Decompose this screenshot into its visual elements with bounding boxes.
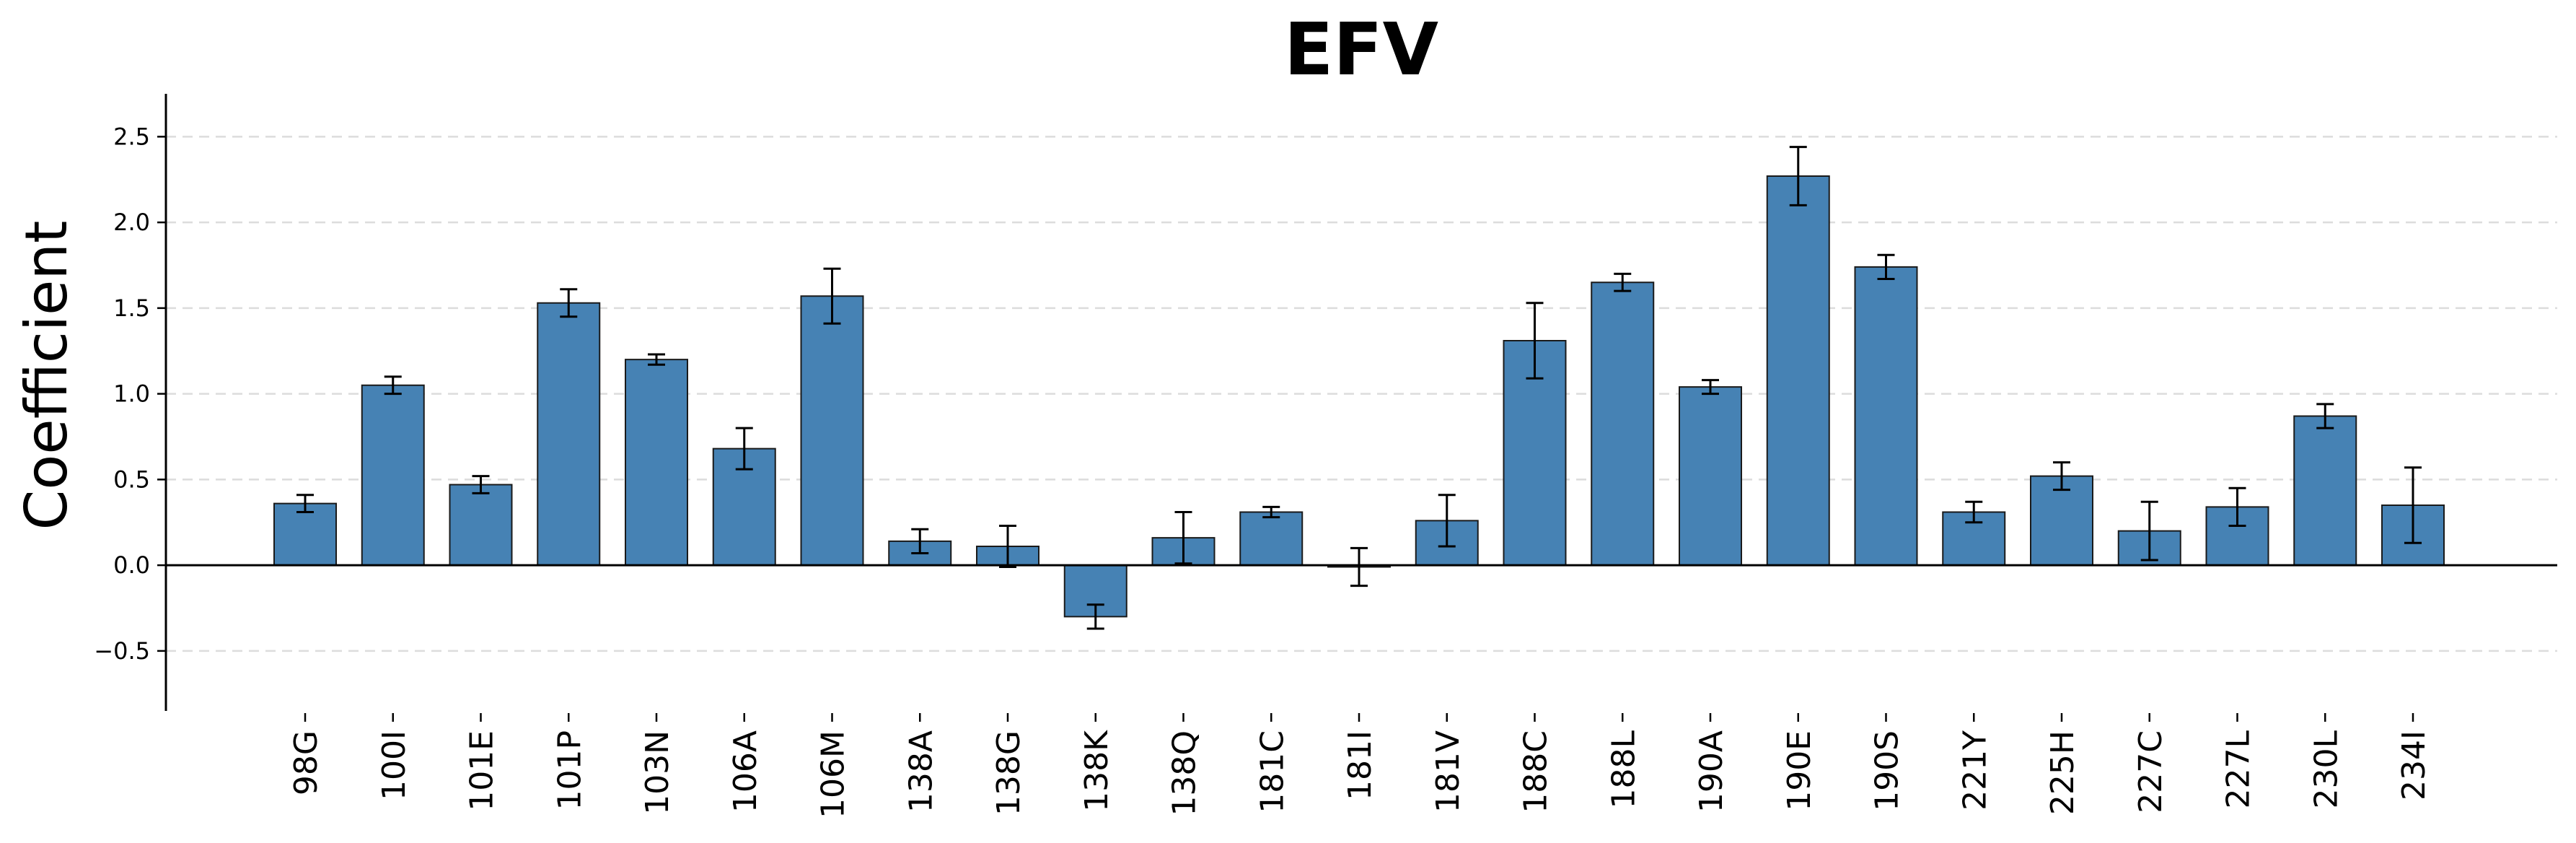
y-tick-label: 2.0 (113, 209, 150, 236)
bar (361, 384, 425, 567)
x-ticks: 98G 100I 101E 101P 103N 106A 106M 138A 138G 138K 1… (288, 713, 2432, 818)
x-tick-label: 101P (551, 730, 588, 811)
x-tick-label: 230L (2308, 730, 2344, 809)
bar (1591, 281, 1655, 567)
x-tick-label: 181C (1254, 730, 1291, 813)
bar (1239, 511, 1304, 567)
bar (2030, 475, 2093, 567)
bar (1679, 386, 1742, 567)
chart-title: EFV (1284, 7, 1438, 92)
x-tick-label: 221Y (1956, 730, 1993, 811)
bar (537, 302, 601, 567)
y-tick-label: 0.5 (113, 466, 150, 493)
x-tick-label: 188C (1518, 730, 1555, 813)
x-tick-label: 188L (1605, 730, 1642, 809)
y-tick-label: 1.0 (113, 380, 150, 408)
x-tick-label: 234I (2396, 730, 2432, 800)
x-tick-label: 106M (815, 730, 852, 818)
x-tick-label: 138K (1078, 730, 1115, 812)
y-tick-label: 2.5 (113, 123, 150, 150)
y-tick-label: 0.0 (113, 551, 150, 579)
x-tick-label: 103N (639, 730, 676, 815)
bar (1766, 175, 1830, 567)
x-tick-label: 190A (1693, 730, 1730, 813)
x-tick-label: 138Q (1166, 730, 1203, 816)
y-axis-label: Coefficient (13, 221, 80, 530)
x-tick-label: 181I (1342, 730, 1379, 800)
gridlines (166, 136, 2557, 652)
bar (625, 359, 688, 567)
x-tick-label: 106A (727, 730, 764, 813)
x-tick-label: 98G (288, 730, 325, 795)
bar (800, 295, 864, 567)
x-tick-label: 190S (1869, 730, 1906, 811)
bar (2293, 415, 2357, 567)
y-tick-label: 1.5 (113, 294, 150, 322)
bar (449, 484, 513, 567)
x-tick-label: 225H (2044, 730, 2081, 815)
axes (164, 94, 2557, 711)
x-tick-label: 138G (990, 730, 1027, 816)
y-tick-label: −0.5 (94, 637, 150, 665)
y-ticks: −0.5 0.0 0.5 1.0 1.5 2.0 2.5 (94, 123, 166, 665)
x-tick-label: 190E (1781, 730, 1818, 811)
x-tick-label: 227L (2220, 730, 2257, 809)
x-tick-label: 101E (464, 730, 501, 811)
bar (1854, 266, 1918, 567)
x-tick-label: 227C (2132, 730, 2169, 813)
error-bars (296, 146, 2422, 630)
x-tick-label: 138A (902, 730, 939, 813)
x-tick-label: 100I (376, 730, 413, 800)
x-tick-label: 181V (1430, 730, 1467, 813)
